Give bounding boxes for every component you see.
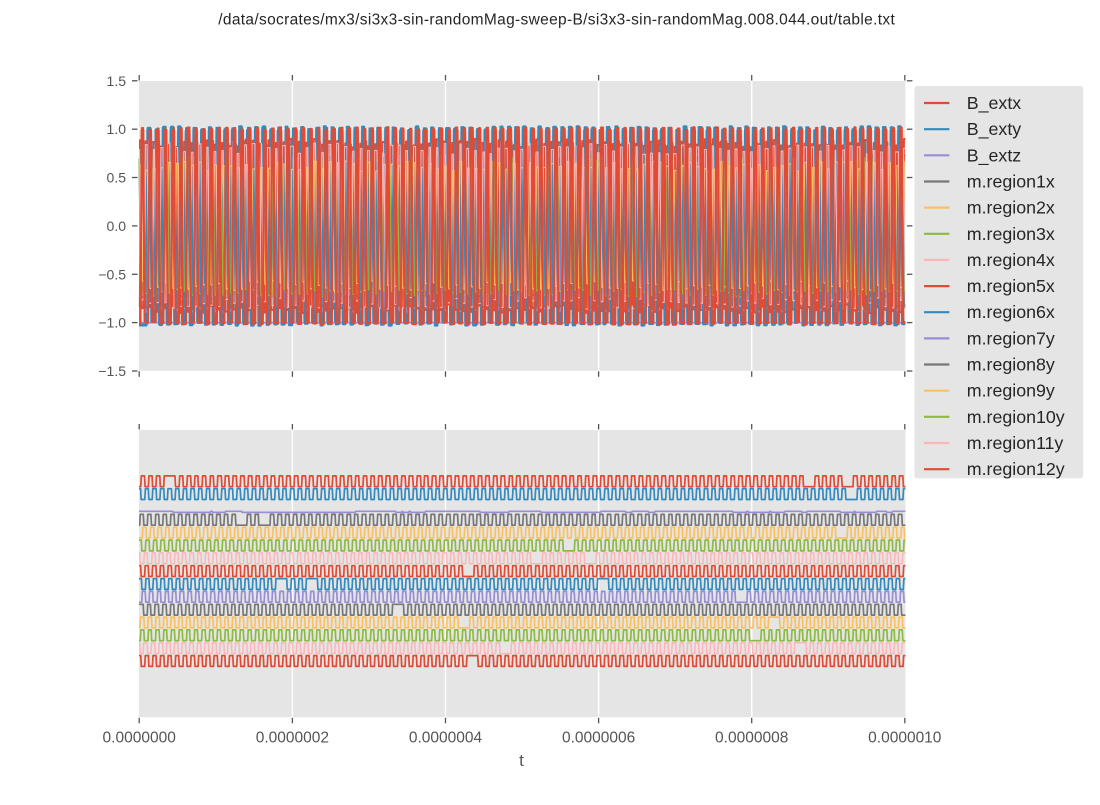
svg-text:0.5: 0.5 <box>107 170 127 186</box>
svg-text:m.region10y: m.region10y <box>967 407 1065 427</box>
svg-text:m.region2x: m.region2x <box>967 198 1055 218</box>
svg-text:0.0000008: 0.0000008 <box>715 730 788 747</box>
svg-text:0.0000002: 0.0000002 <box>256 730 329 747</box>
svg-text:m.region1x: m.region1x <box>967 172 1055 192</box>
svg-text:m.region12y: m.region12y <box>967 459 1065 479</box>
svg-text:m.region8y: m.region8y <box>967 355 1055 375</box>
svg-text:t: t <box>519 751 524 770</box>
svg-text:0.0000000: 0.0000000 <box>103 730 177 747</box>
svg-text:m.region11y: m.region11y <box>967 433 1064 453</box>
svg-text:m.region7y: m.region7y <box>967 328 1055 348</box>
svg-text:−1.5: −1.5 <box>98 363 126 379</box>
svg-text:m.region6x: m.region6x <box>967 302 1055 322</box>
svg-text:−0.5: −0.5 <box>98 266 126 282</box>
svg-text:0.0000010: 0.0000010 <box>868 730 942 747</box>
svg-text:1.0: 1.0 <box>107 121 127 137</box>
svg-text:m.region5x: m.region5x <box>967 276 1055 296</box>
svg-text:/data/socrates/mx3/si3x3-sin-r: /data/socrates/mx3/si3x3-sin-randomMag-s… <box>218 12 895 29</box>
svg-text:0.0000004: 0.0000004 <box>409 730 483 747</box>
svg-text:m.region3x: m.region3x <box>967 224 1055 244</box>
svg-text:m.region4x: m.region4x <box>967 250 1055 270</box>
svg-text:0.0000006: 0.0000006 <box>562 730 635 747</box>
svg-text:B_exty: B_exty <box>967 119 1021 140</box>
svg-text:0.0: 0.0 <box>107 218 127 234</box>
svg-text:B_extx: B_extx <box>967 93 1021 114</box>
svg-text:m.region9y: m.region9y <box>967 381 1055 401</box>
svg-text:−1.0: −1.0 <box>98 315 126 331</box>
svg-text:1.5: 1.5 <box>107 73 127 89</box>
svg-text:B_extz: B_extz <box>967 145 1021 166</box>
